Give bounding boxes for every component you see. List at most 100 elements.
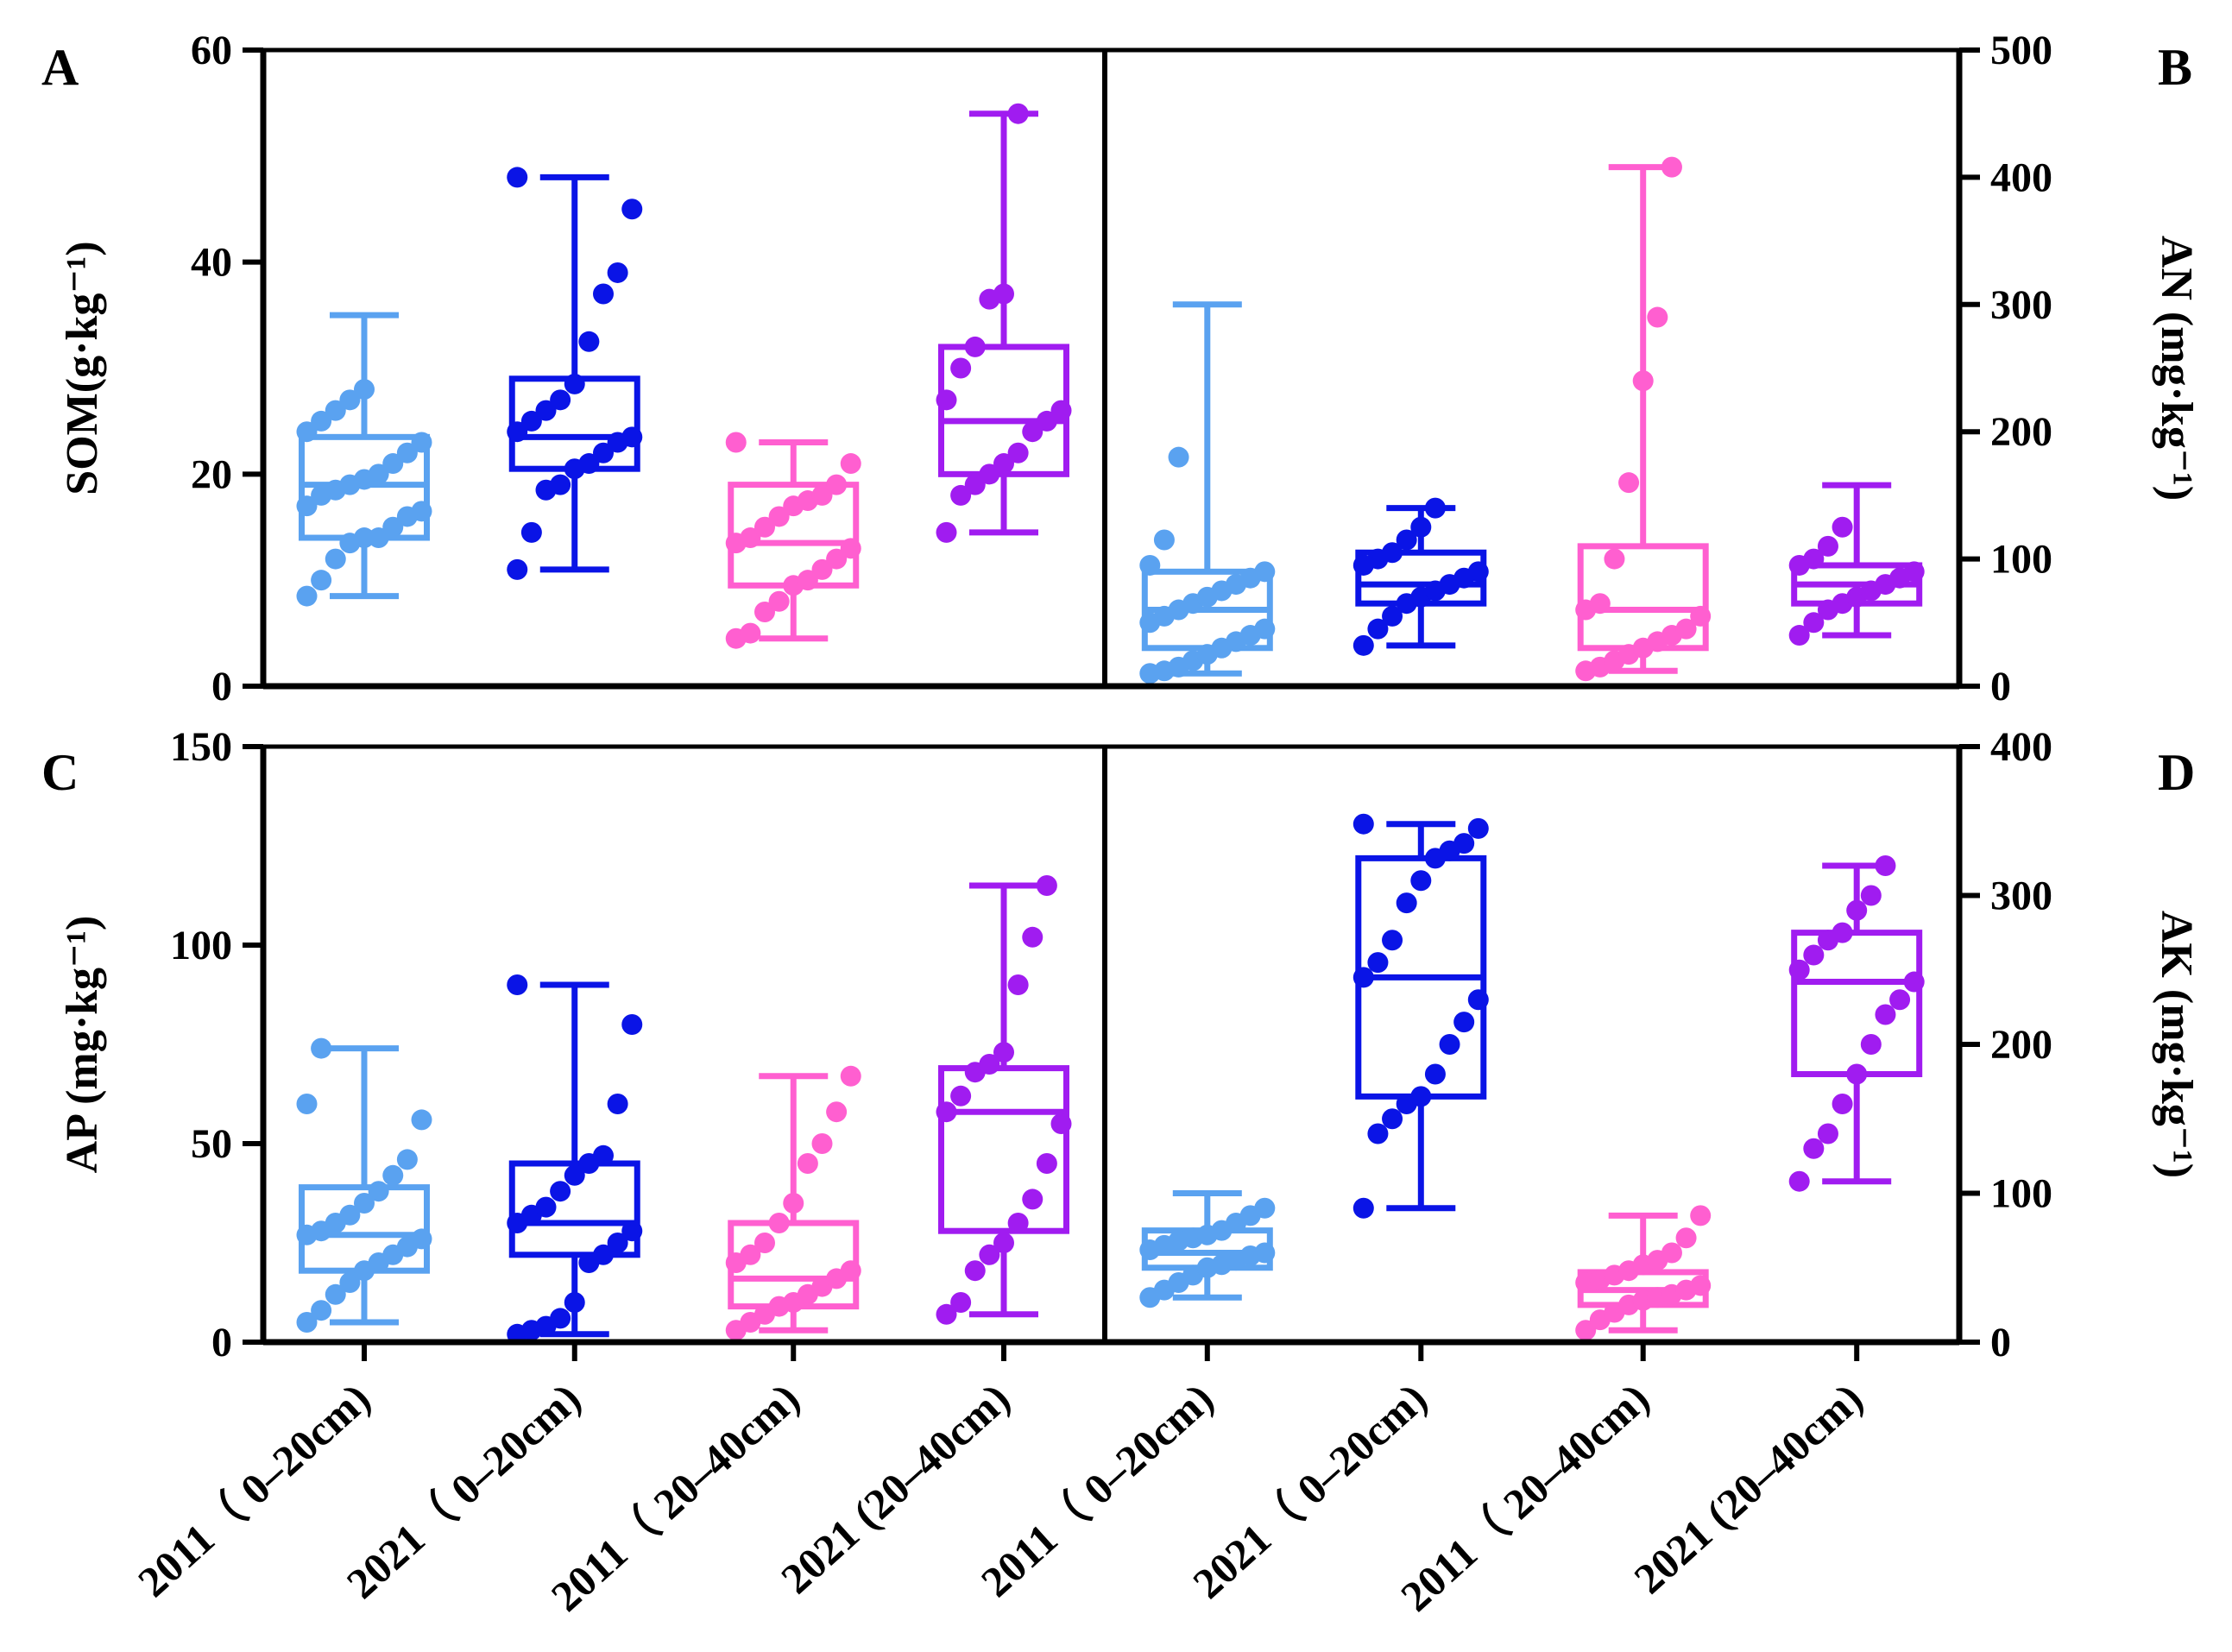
data-point xyxy=(550,389,571,411)
data-point xyxy=(1803,612,1825,634)
data-point xyxy=(411,432,432,453)
data-point xyxy=(979,1054,1000,1075)
data-point xyxy=(550,474,571,495)
data-point xyxy=(768,506,790,527)
data-point xyxy=(1467,989,1489,1011)
data-point xyxy=(1803,548,1825,570)
data-point xyxy=(1007,103,1029,124)
y-tick-label: 200 xyxy=(1990,1022,2052,1068)
data-point xyxy=(811,558,833,580)
y-tick-label: 500 xyxy=(1990,28,2052,73)
data-point xyxy=(840,1065,861,1087)
y-tick-label: 300 xyxy=(1990,282,2052,328)
data-point xyxy=(296,495,318,517)
data-point xyxy=(1367,618,1389,640)
data-point xyxy=(1903,561,1925,583)
data-point xyxy=(621,1014,643,1035)
data-point xyxy=(1803,1138,1825,1159)
data-point xyxy=(964,1260,986,1282)
data-point xyxy=(621,426,643,448)
data-point xyxy=(768,590,790,612)
data-point xyxy=(950,1292,972,1313)
data-point xyxy=(1254,1242,1276,1264)
data-point xyxy=(1575,1320,1597,1341)
data-point xyxy=(607,1094,628,1114)
data-point xyxy=(797,570,818,591)
data-point xyxy=(1675,1227,1697,1249)
data-point xyxy=(339,1204,361,1226)
y-tick-label: 400 xyxy=(1990,724,2052,770)
data-point xyxy=(979,1244,1000,1265)
data-point xyxy=(740,1244,761,1265)
data-point xyxy=(564,1164,585,1186)
data-point xyxy=(1382,930,1403,951)
y-tick-label: 50 xyxy=(191,1121,232,1167)
data-point xyxy=(1424,1063,1446,1085)
data-point xyxy=(550,1181,571,1202)
data-point xyxy=(964,336,986,357)
y-tick-label: 0 xyxy=(1990,1320,2011,1365)
data-point xyxy=(382,1164,404,1186)
data-point xyxy=(311,410,332,432)
data-point xyxy=(1690,605,1712,627)
data-point xyxy=(1860,1034,1882,1055)
data-point xyxy=(950,484,972,506)
data-point xyxy=(1889,989,1911,1011)
data-point xyxy=(507,974,528,995)
data-point xyxy=(1803,944,1825,966)
y-tick-label: 100 xyxy=(170,923,232,968)
data-point xyxy=(964,474,986,495)
data-point xyxy=(1352,634,1374,656)
y-axis-title: AN (mg·kg⁻¹) xyxy=(2152,236,2201,501)
data-point xyxy=(578,453,600,475)
data-point xyxy=(1382,1108,1403,1130)
data-point xyxy=(1352,1197,1374,1219)
y-tick-label: 60 xyxy=(191,28,232,73)
data-point xyxy=(564,1292,585,1313)
data-point xyxy=(1382,605,1403,627)
data-point xyxy=(811,1133,833,1154)
data-point xyxy=(339,1272,361,1293)
data-point xyxy=(296,1312,318,1333)
data-point xyxy=(593,1244,614,1265)
plot-layer xyxy=(243,47,1980,1361)
y-tick-label: 0 xyxy=(1990,664,2011,709)
data-point xyxy=(550,1308,571,1329)
data-point xyxy=(783,1193,804,1214)
data-point xyxy=(1788,1170,1810,1192)
y-tick-label: 300 xyxy=(1990,873,2052,919)
data-point xyxy=(826,1101,848,1123)
data-point xyxy=(1467,561,1489,583)
data-point xyxy=(1036,875,1057,896)
data-point xyxy=(507,421,528,443)
data-point xyxy=(1903,971,1925,993)
data-point xyxy=(1424,497,1446,519)
data-point xyxy=(797,1153,818,1174)
data-point xyxy=(1396,892,1417,914)
data-point xyxy=(1254,561,1276,583)
data-point xyxy=(311,570,332,591)
data-point xyxy=(1618,472,1640,494)
data-point xyxy=(1632,370,1654,392)
data-point xyxy=(979,463,1000,485)
data-point xyxy=(368,1181,389,1202)
data-point xyxy=(950,357,972,379)
data-point xyxy=(507,167,528,188)
data-point xyxy=(368,527,389,549)
data-point xyxy=(396,442,418,463)
data-point xyxy=(1352,967,1374,988)
y-tick-label: 20 xyxy=(191,451,232,497)
y-tick-label: 100 xyxy=(1990,1171,2052,1217)
data-point xyxy=(411,1109,432,1131)
y-tick-label: 40 xyxy=(191,240,232,286)
y-tick-label: 100 xyxy=(1990,537,2052,583)
data-point xyxy=(621,199,643,220)
data-point xyxy=(950,1085,972,1107)
data-point xyxy=(1367,952,1389,974)
panel-letter: A xyxy=(41,39,79,96)
iqr-box xyxy=(938,1065,1069,1234)
data-point xyxy=(1022,1189,1043,1210)
y-tick-label: 150 xyxy=(170,724,232,770)
